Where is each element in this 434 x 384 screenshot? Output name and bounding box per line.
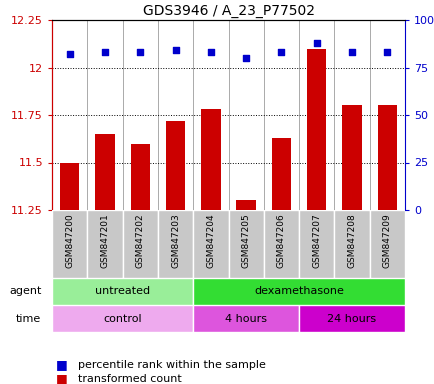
Bar <box>60 162 79 210</box>
Point <box>277 49 284 55</box>
Bar <box>342 106 361 210</box>
Point <box>101 49 108 55</box>
Point <box>242 55 249 61</box>
Bar <box>193 305 299 332</box>
Bar <box>377 106 396 210</box>
Point <box>383 49 390 55</box>
Bar <box>130 144 150 210</box>
Point <box>66 51 73 57</box>
Bar <box>299 305 404 332</box>
Bar <box>299 210 334 278</box>
Bar <box>369 210 404 278</box>
Bar <box>52 305 193 332</box>
Text: dexamethasone: dexamethasone <box>253 286 343 296</box>
Text: GSM847202: GSM847202 <box>135 214 145 268</box>
Text: untreated: untreated <box>95 286 150 296</box>
Text: ■: ■ <box>56 372 68 384</box>
Point <box>312 40 319 46</box>
Bar <box>193 278 404 305</box>
Text: GSM847205: GSM847205 <box>241 214 250 268</box>
Bar <box>334 210 369 278</box>
Text: ■: ■ <box>56 359 68 371</box>
Point <box>172 47 179 53</box>
Text: GSM847203: GSM847203 <box>171 214 180 268</box>
Point <box>207 49 214 55</box>
Text: 4 hours: 4 hours <box>225 313 266 323</box>
Point <box>136 49 143 55</box>
Bar <box>95 134 115 210</box>
Text: percentile rank within the sample: percentile rank within the sample <box>78 360 265 370</box>
Bar <box>52 210 87 278</box>
Bar <box>201 109 220 210</box>
Bar <box>236 200 255 210</box>
Text: 24 hours: 24 hours <box>327 313 376 323</box>
Text: transformed count: transformed count <box>78 374 181 384</box>
Bar <box>193 210 228 278</box>
Text: GSM847206: GSM847206 <box>276 214 285 268</box>
Bar <box>158 210 193 278</box>
Bar <box>228 210 263 278</box>
Bar <box>87 210 122 278</box>
Text: GSM847201: GSM847201 <box>100 214 109 268</box>
Bar <box>122 210 158 278</box>
Text: GSM847207: GSM847207 <box>312 214 321 268</box>
Bar <box>165 121 185 210</box>
Text: GSM847204: GSM847204 <box>206 214 215 268</box>
Bar <box>306 48 326 210</box>
Text: GSM847208: GSM847208 <box>347 214 356 268</box>
Text: GSM847200: GSM847200 <box>65 214 74 268</box>
Bar <box>271 138 290 210</box>
Text: time: time <box>16 313 41 323</box>
Bar <box>52 278 193 305</box>
Point <box>348 49 355 55</box>
Text: GSM847209: GSM847209 <box>382 214 391 268</box>
Bar <box>263 210 299 278</box>
Title: GDS3946 / A_23_P77502: GDS3946 / A_23_P77502 <box>142 3 314 18</box>
Text: control: control <box>103 313 141 323</box>
Text: agent: agent <box>9 286 41 296</box>
